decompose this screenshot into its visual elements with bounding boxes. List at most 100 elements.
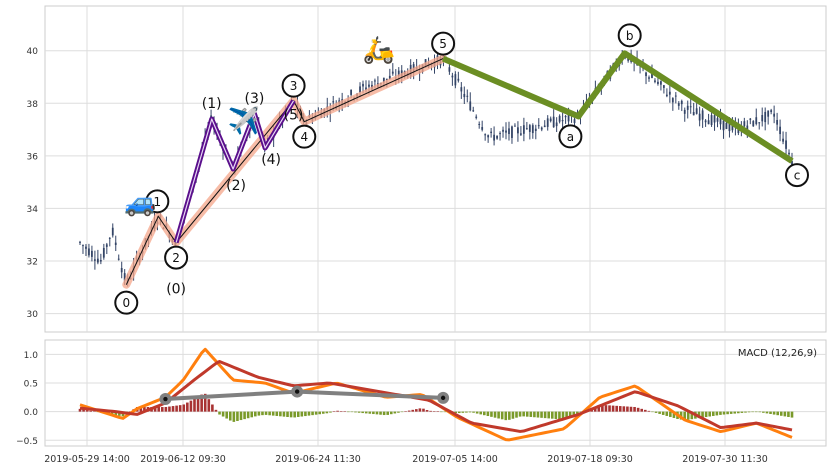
- macd-hist-bar: [368, 411, 372, 414]
- macd-hist-bar: [232, 411, 236, 422]
- macd-hist-bar: [597, 405, 601, 412]
- macd-hist-bar: [747, 411, 751, 413]
- macd-hist-bar: [611, 405, 615, 412]
- macd-y-tick-label: 0.0: [24, 408, 39, 418]
- candle-body: [511, 126, 513, 138]
- macd-hist-bar: [339, 411, 343, 412]
- macd-hist-bar: [250, 411, 254, 418]
- macd-hist-bar: [744, 411, 747, 413]
- macd-hist-bar: [508, 411, 511, 420]
- airplane-icon: ✈️: [228, 105, 260, 137]
- wave-main-label: 2: [172, 251, 180, 265]
- wave-correction-label-circle: [785, 163, 809, 188]
- macd-hist-bar: [268, 411, 271, 416]
- candle-body: [469, 101, 472, 111]
- candle-body: [764, 111, 767, 123]
- wave-correction-label: c: [794, 169, 801, 183]
- candle-body: [478, 123, 481, 125]
- macd-hist-bar: [257, 411, 261, 416]
- candle-body: [752, 121, 755, 127]
- macd-hist-bar: [300, 411, 304, 417]
- candle-body: [549, 118, 552, 122]
- wave-correction-label-circle: [558, 124, 583, 149]
- macd-hist-bar: [82, 409, 85, 412]
- macd-hist-bar: [171, 406, 175, 412]
- candle-body: [728, 124, 731, 132]
- macd-hist-bar: [550, 411, 554, 419]
- wave-main-label-circle: [114, 290, 139, 315]
- price-y-tick-label: 36: [27, 152, 39, 162]
- candle-body: [496, 135, 498, 139]
- x-tick-label: 2019-07-18 09:30: [547, 454, 633, 465]
- macd-hist-bar: [246, 411, 250, 419]
- candle-body: [725, 122, 728, 129]
- macd-hist-bar: [708, 411, 712, 417]
- wave-sub-label: (1): [202, 96, 222, 112]
- macd-hist-bar: [783, 411, 787, 417]
- macd-hist-bar: [314, 411, 318, 415]
- macd-signal-line: [79, 359, 793, 433]
- x-tick-label: 2019-06-24 11:30: [275, 454, 361, 465]
- macd-hist-bar: [379, 411, 382, 415]
- macd-hist-bar: [554, 411, 558, 419]
- macd-hist-bar: [472, 411, 475, 413]
- wave-lines: [122, 50, 794, 289]
- candle-body: [481, 127, 484, 130]
- macd-overlay-marker-dot: [294, 389, 300, 394]
- candle-body: [499, 133, 501, 135]
- macd-hist-bar: [669, 411, 672, 417]
- candle-body: [451, 75, 454, 78]
- macd-hist-bar: [604, 405, 608, 412]
- candle-body: [359, 86, 361, 93]
- macd-hist-bar: [479, 411, 483, 415]
- macd-hist-bar: [415, 409, 418, 412]
- candle-body: [117, 258, 120, 260]
- macd-hist-bar: [225, 411, 228, 419]
- macd-hist-bar: [321, 411, 325, 414]
- candle-body: [493, 134, 495, 141]
- candle-body: [671, 98, 674, 103]
- macd-hist-bar: [483, 411, 486, 416]
- candle-body: [114, 242, 117, 246]
- price-y-tick-label: 30: [27, 310, 39, 320]
- macd-hist-bar: [779, 411, 783, 416]
- macd-hist-bar: [332, 411, 336, 412]
- macd-hist-bar: [243, 411, 246, 420]
- candle-body: [788, 152, 790, 155]
- macd-hist-bar: [211, 404, 214, 412]
- macd-hist-bar: [518, 411, 522, 417]
- candle-body: [707, 120, 710, 125]
- wave-sub-highlight: [175, 100, 295, 243]
- macd-hist-bar: [311, 411, 314, 416]
- candle-body: [93, 259, 96, 261]
- candle-body: [755, 117, 758, 125]
- candle-body: [657, 81, 659, 84]
- macd-hist-bar: [686, 411, 690, 420]
- macd-hist-bar: [622, 406, 626, 412]
- macd-hist-bar: [690, 411, 694, 420]
- wave-main-label-circle: [164, 245, 189, 270]
- candle-body: [558, 115, 561, 122]
- macd-hist-bar: [733, 411, 737, 414]
- macd-hist-bar: [93, 411, 96, 412]
- macd-hist-bar: [504, 411, 508, 421]
- candle-body: [365, 87, 367, 91]
- wave-main-label-circle: [145, 189, 170, 214]
- macd-hist-bar: [386, 411, 389, 415]
- macd-hist-bar: [397, 411, 400, 413]
- price-y-ticks: 30 32 34 36 38 40: [27, 47, 39, 320]
- candle-body: [385, 78, 388, 81]
- candle-body: [776, 119, 779, 125]
- macd-hist-bar: [110, 411, 114, 415]
- macd-hist-bar: [196, 396, 200, 412]
- macd-hist-bar: [790, 411, 794, 418]
- macd-hist-bar: [139, 407, 143, 412]
- candle-body: [746, 125, 749, 131]
- candle-body: [683, 109, 686, 114]
- candle-body: [91, 250, 93, 257]
- candle-body: [466, 95, 469, 97]
- macd-hist-bar: [429, 410, 432, 412]
- macd-hist-bar: [525, 411, 529, 417]
- macd-hist-bar: [182, 404, 186, 412]
- macd-hist-bar: [400, 411, 404, 413]
